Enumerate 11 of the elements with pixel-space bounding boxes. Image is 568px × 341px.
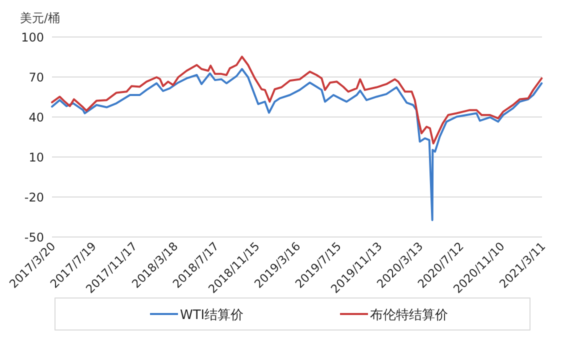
y-tick-label: -50 [24,230,44,244]
y-tick-label: -20 [24,190,44,204]
legend-label: WTI结算价 [180,308,244,323]
y-tick-label: 10 [28,150,44,164]
y-tick-label: 40 [28,110,44,124]
y-axis-title: 美元/桶 [20,11,60,25]
line-series [51,68,543,222]
legend-label: 布伦特结算价 [370,308,448,323]
y-tick-label: 70 [28,70,44,84]
y-tick-label: 100 [21,30,44,44]
line-series [51,56,543,144]
